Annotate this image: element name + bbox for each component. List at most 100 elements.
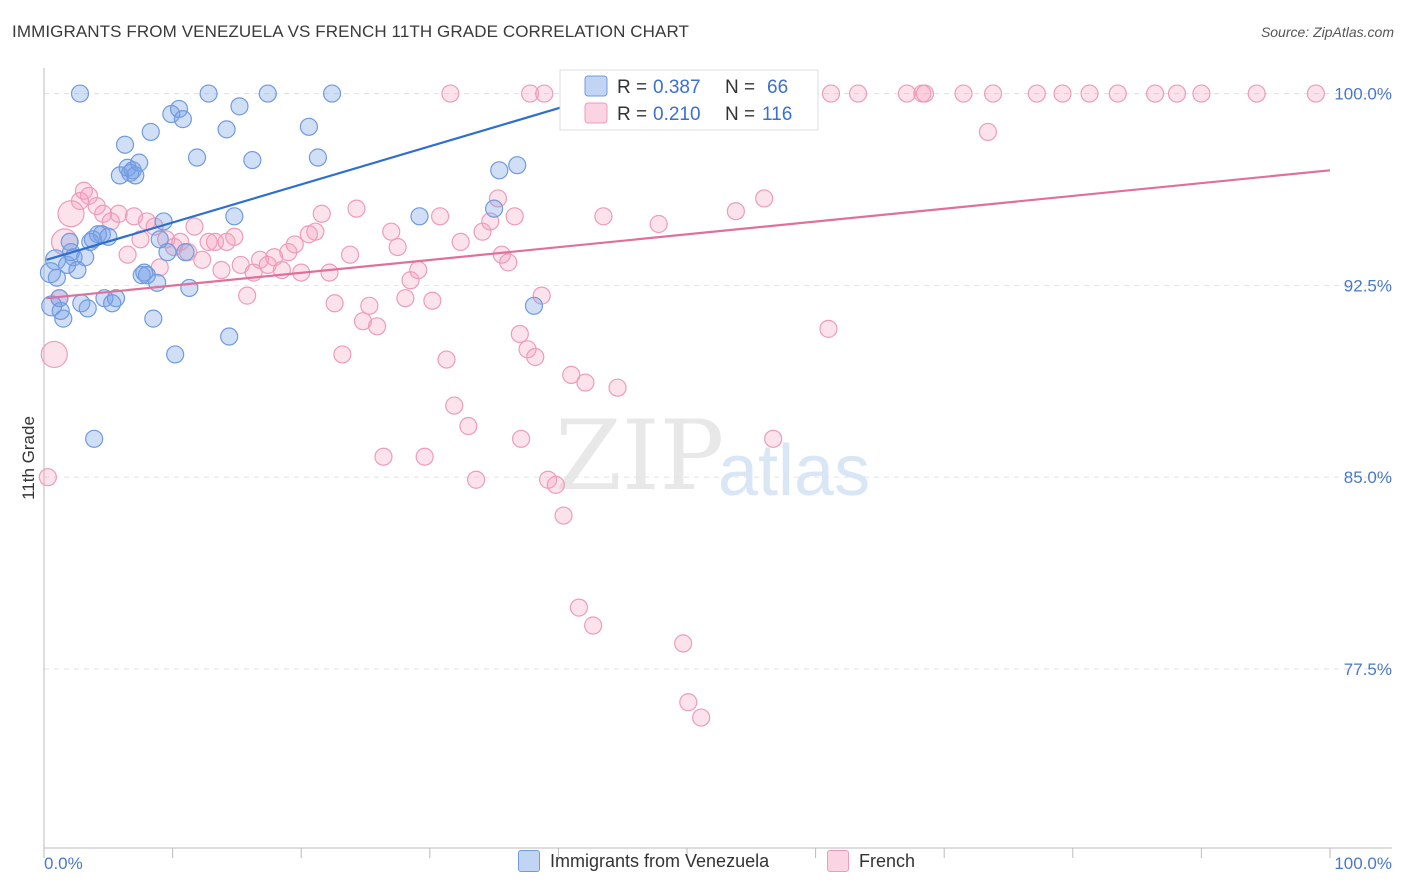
data-point [508,156,527,175]
data-point [106,289,126,308]
data-point [410,207,429,226]
data-point [821,84,841,103]
legend-swatch-blue [584,75,608,97]
data-point [499,253,518,272]
data-point [193,250,212,269]
data-point [131,230,150,249]
x-tick-label: 100.0% [1334,854,1392,873]
y-tick-labels: 77.5% 85.0% 92.5% 100.0% [1334,85,1392,679]
source-label: Source: ZipAtlas.com [1260,24,1394,40]
legend-n-label-blue: N = [725,77,755,98]
data-point [437,350,456,369]
data-point [360,296,379,315]
data-point [897,84,917,103]
data-point [367,317,387,336]
data-point [109,204,128,223]
chart-title: IMMIGRANTS FROM VENEZUELA VS FRENCH 11TH… [12,22,690,41]
data-point [1247,84,1266,103]
data-point [171,232,190,252]
data-point [187,148,207,167]
data-point [423,291,442,310]
y-tick-label: 77.5% [1344,660,1392,679]
data-point [1167,84,1187,103]
data-point [490,161,509,180]
y-axis-label: 11th Grade [19,416,38,500]
french-trend-line [46,169,1331,300]
x-tick-labels: 0.0% 100.0% [44,854,1392,873]
legend-item-venezuela: Immigrants from Venezuela [518,850,769,872]
data-point [562,365,581,384]
data-point [466,470,486,489]
data-point [85,429,104,448]
data-point [79,186,99,205]
data-point [521,84,540,103]
data-point [510,324,529,344]
legend-n-value-pink: 116 [762,104,792,125]
data-point [78,299,97,318]
data-point [526,347,545,367]
data-point [132,266,151,285]
trend-lines [46,105,1331,300]
data-point [576,373,595,392]
data-point [512,429,531,448]
data-point [445,396,464,415]
data-point [983,84,1003,103]
data-point [212,260,231,280]
x-tick-label: 0.0% [44,854,83,873]
data-point [473,222,492,241]
data-point [258,84,277,103]
data-point [121,163,140,182]
data-point [535,84,554,103]
data-point [325,294,344,313]
legend-swatch-pink [584,102,608,124]
data-point [74,181,93,200]
data-point [674,634,693,653]
data-point [135,263,154,282]
data-point [1027,84,1046,103]
data-point [176,243,195,262]
data-point [353,312,373,331]
data-point [532,286,551,305]
data-point [299,117,319,136]
data-point [173,110,192,129]
data-point [47,268,66,287]
grid-lines [44,93,1392,670]
data-point [38,468,57,487]
data-point [130,153,149,172]
data-point [388,237,407,257]
watermark-atlas: atlas [718,431,871,511]
data-point [70,191,90,211]
data-point [584,616,603,635]
data-point [441,84,460,103]
data-point [764,429,783,448]
data-point [755,189,774,208]
data-point [978,122,998,142]
legend-n-value-blue: 66 [767,77,788,98]
legend-r-label-blue: R = [617,77,647,98]
data-point [243,150,262,170]
data-point [485,199,504,218]
top-legend-box [559,69,819,131]
legend-r-value-pink: 0.210 [653,104,701,125]
data-point [915,84,935,103]
data-point [430,207,450,226]
venezuela-trend-line [46,105,566,261]
data-point [166,345,185,364]
data-point [83,230,102,249]
data-point [225,227,244,246]
data-point [115,135,135,154]
data-point [382,222,401,241]
data-point [374,447,393,466]
data-point [217,120,236,139]
data-point [594,207,613,226]
data-point [1146,84,1165,103]
legend-item-french: French [827,850,915,872]
data-point [505,207,524,226]
data-point [819,319,838,338]
data-point [1080,84,1099,103]
french-points [38,84,1325,727]
data-point [180,278,199,298]
legend-r-label-pink: R = [617,104,647,125]
data-point [1053,84,1072,103]
data-point [285,235,304,254]
